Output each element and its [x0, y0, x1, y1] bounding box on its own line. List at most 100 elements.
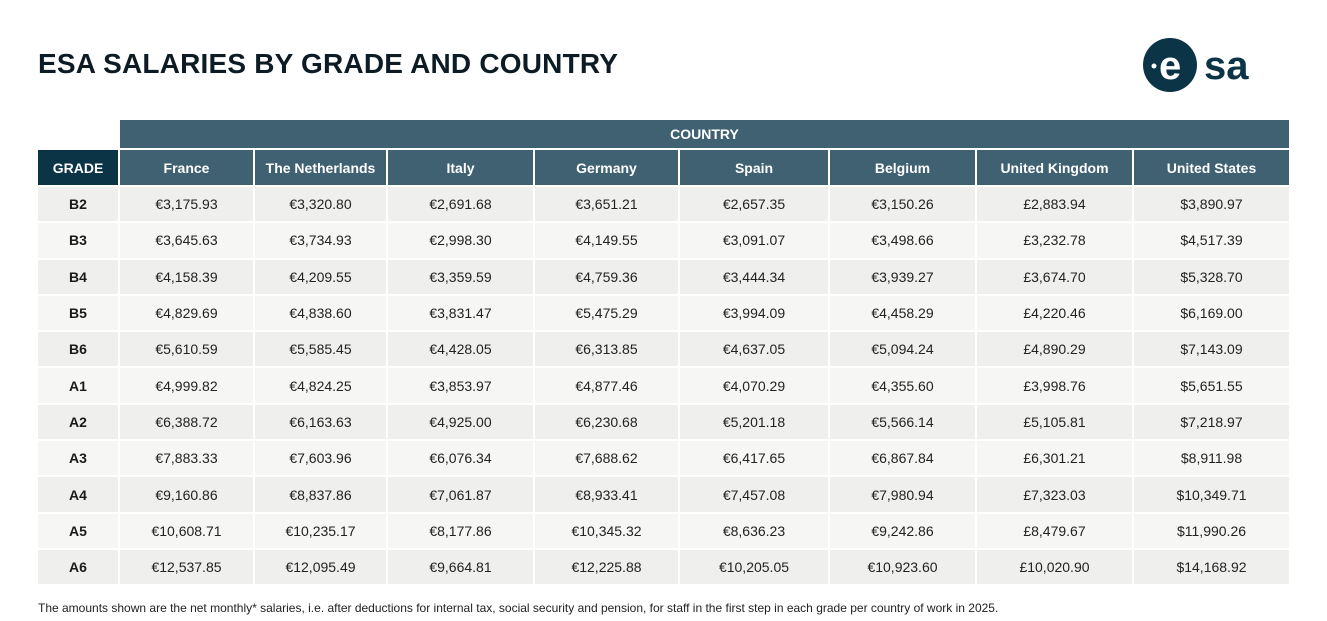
salary-cell: $8,911.98	[1134, 441, 1289, 476]
salary-cell: €4,759.36	[535, 259, 678, 294]
salary-cell: €10,923.60	[830, 549, 975, 585]
salary-cell: £4,890.29	[977, 332, 1132, 367]
salary-cell: $5,328.70	[1134, 259, 1289, 294]
salary-cell: €3,150.26	[830, 187, 975, 222]
salary-cell: €12,225.88	[535, 549, 678, 585]
table-row: A5 €10,608.71 €10,235.17 €8,177.86 €10,345.3…	[38, 513, 1289, 548]
salary-cell: $11,990.26	[1134, 513, 1289, 548]
salary-cell: €4,158.39	[120, 259, 253, 294]
salary-cell: €3,359.59	[388, 259, 533, 294]
salary-cell: €7,883.33	[120, 441, 253, 476]
salary-cell: €7,980.94	[830, 477, 975, 512]
salary-cell: €8,933.41	[535, 477, 678, 512]
salary-cell: €12,537.85	[120, 549, 253, 585]
salary-cell: €10,345.32	[535, 513, 678, 548]
salary-cell: €9,242.86	[830, 513, 975, 548]
salary-cell: $14,168.92	[1134, 549, 1289, 585]
salary-cell: $10,349.71	[1134, 477, 1289, 512]
column-header: United States	[1134, 150, 1289, 185]
table-row: B5 €4,829.69 €4,838.60 €3,831.47 €5,475.29 €3…	[38, 295, 1289, 331]
column-header: France	[120, 150, 253, 185]
salary-cell: €3,444.34	[680, 259, 828, 294]
salary-cell: €6,313.85	[535, 332, 678, 367]
column-header: Spain	[680, 150, 828, 185]
salary-cell: €3,645.63	[120, 223, 253, 258]
salary-cell: €3,498.66	[830, 223, 975, 258]
salary-cell: €3,734.93	[255, 223, 386, 258]
salary-cell: €7,688.62	[535, 441, 678, 476]
salary-cell: €3,939.27	[830, 259, 975, 294]
salary-cell: €10,205.05	[680, 549, 828, 585]
svg-text:sa: sa	[1204, 44, 1249, 88]
salary-cell: €5,566.14	[830, 404, 975, 440]
grade-header: GRADE	[38, 150, 118, 185]
salary-cell: €7,457.08	[680, 477, 828, 512]
salary-cell: €5,475.29	[535, 295, 678, 331]
salary-cell: £10,020.90	[977, 549, 1132, 585]
salary-cell: €10,608.71	[120, 513, 253, 548]
salary-cell: €5,094.24	[830, 332, 975, 367]
salary-cell: €12,095.49	[255, 549, 386, 585]
salary-cell: $7,143.09	[1134, 332, 1289, 367]
salary-cell: €3,175.93	[120, 187, 253, 222]
salary-cell: £7,323.03	[977, 477, 1132, 512]
salary-cell: €4,999.82	[120, 368, 253, 403]
salary-cell: €8,837.86	[255, 477, 386, 512]
salary-cell: $7,218.97	[1134, 404, 1289, 440]
salary-cell: €4,149.55	[535, 223, 678, 258]
salary-cell: €3,091.07	[680, 223, 828, 258]
salary-cell: €7,603.96	[255, 441, 386, 476]
salary-cell: €4,458.29	[830, 295, 975, 331]
grade-cell: A4	[38, 477, 118, 512]
salary-cell: €4,925.00	[388, 404, 533, 440]
footnote: The amounts shown are the net monthly* s…	[38, 601, 999, 615]
salary-cell: €3,994.09	[680, 295, 828, 331]
salary-cell: €6,230.68	[535, 404, 678, 440]
salary-cell: €4,877.46	[535, 368, 678, 403]
grade-cell: A2	[38, 404, 118, 440]
grade-cell: B2	[38, 187, 118, 222]
svg-text:e: e	[1159, 44, 1181, 88]
table-row: B6 €5,610.59 €5,585.45 €4,428.05 €6,313.85 €4…	[38, 332, 1289, 367]
esa-logo: e sa	[1143, 38, 1249, 92]
salary-cell: £5,105.81	[977, 404, 1132, 440]
salary-cell: €3,651.21	[535, 187, 678, 222]
salary-cell: €4,070.29	[680, 368, 828, 403]
salary-cell: £6,301.21	[977, 441, 1132, 476]
salary-cell: €5,585.45	[255, 332, 386, 367]
table-row: A1 €4,999.82 €4,824.25 €3,853.97 €4,877.46 €4…	[38, 368, 1289, 403]
salary-cell: €5,610.59	[120, 332, 253, 367]
page-title: ESA SALARIES BY GRADE AND COUNTRY	[38, 48, 619, 79]
grade-cell: B3	[38, 223, 118, 258]
salary-cell: $3,890.97	[1134, 187, 1289, 222]
salary-cell: €6,867.84	[830, 441, 975, 476]
salary-cell: £3,998.76	[977, 368, 1132, 403]
table-row: A3 €7,883.33 €7,603.96 €6,076.34 €7,688.62 €6…	[38, 441, 1289, 476]
salary-cell: £2,883.94	[977, 187, 1132, 222]
salary-cell: €3,853.97	[388, 368, 533, 403]
salary-cell: £3,674.70	[977, 259, 1132, 294]
salary-cell: $4,517.39	[1134, 223, 1289, 258]
table-row: B2 €3,175.93 €3,320.80 €2,691.68 €3,651.21 €2…	[38, 187, 1289, 222]
salary-cell: £4,220.46	[977, 295, 1132, 331]
salary-cell: €6,417.65	[680, 441, 828, 476]
salary-cell: €2,691.68	[388, 187, 533, 222]
table-row: A6 €12,537.85 €12,095.49 €9,664.81 €12,225.8…	[38, 549, 1289, 585]
salary-cell: €4,355.60	[830, 368, 975, 403]
salary-cell: €4,428.05	[388, 332, 533, 367]
salary-cell: €2,998.30	[388, 223, 533, 258]
salary-table: COUNTRY GRADE France The Netherlands Italy G…	[36, 118, 1291, 586]
salary-cell: €4,838.60	[255, 295, 386, 331]
salary-cell: €4,824.25	[255, 368, 386, 403]
salary-cell: €9,664.81	[388, 549, 533, 585]
salary-cell: €3,320.80	[255, 187, 386, 222]
column-header: Italy	[388, 150, 533, 185]
grade-cell: B4	[38, 259, 118, 294]
salary-cell: €8,636.23	[680, 513, 828, 548]
column-header: The Netherlands	[255, 150, 386, 185]
salary-cell: €6,163.63	[255, 404, 386, 440]
salary-cell: €10,235.17	[255, 513, 386, 548]
salary-cell: €3,831.47	[388, 295, 533, 331]
salary-cell: €2,657.35	[680, 187, 828, 222]
grade-cell: B5	[38, 295, 118, 331]
